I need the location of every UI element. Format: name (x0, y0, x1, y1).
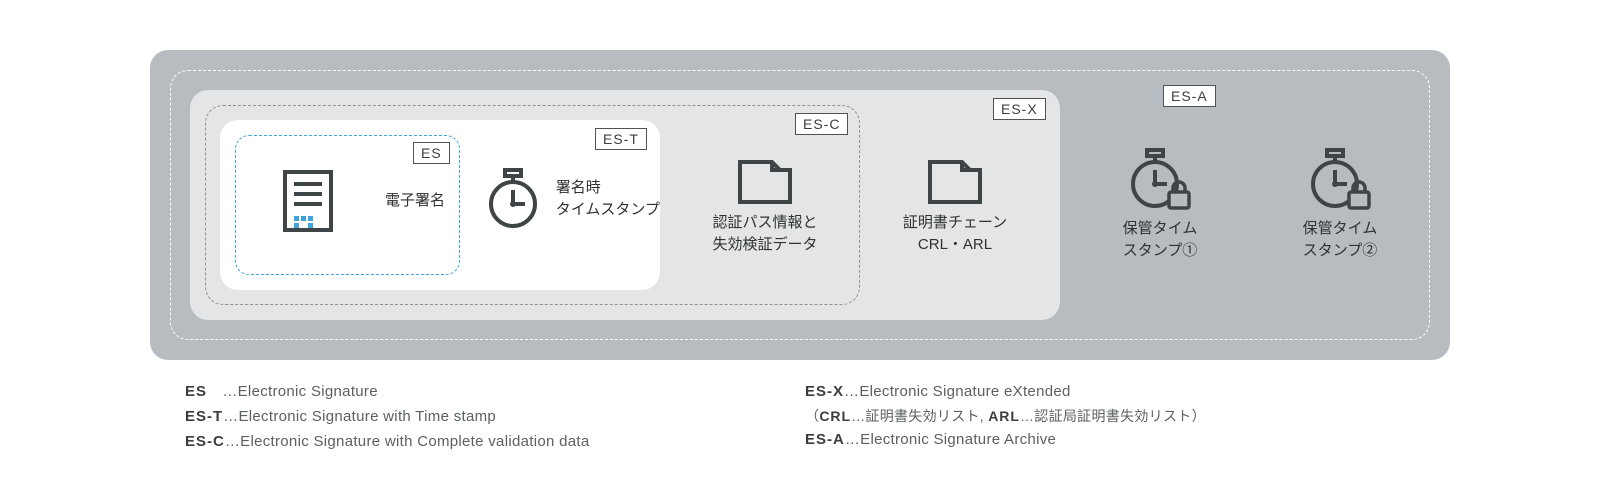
legend-note: （CRL…証明書失効リスト, ARL…認証局証明書失効リスト） (805, 405, 1385, 428)
folder-icon (736, 158, 794, 206)
legend-row: ES-A…Electronic Signature Archive (805, 428, 1385, 453)
item-est: 署名時 タイムスタンプ (480, 168, 660, 230)
legend-row: ES-X…Electronic Signature eXtended (805, 380, 1385, 405)
item-esx: 証明書チェーン CRL・ARL (870, 158, 1040, 256)
item-esc: 認証パス情報と 失効検証データ (680, 158, 850, 256)
item-est-label: 署名時 タイムスタンプ (556, 177, 660, 221)
stopwatch-lock-icon (1307, 148, 1373, 212)
es-layers-diagram: ES ES-T ES-C ES-X ES-A 電子署名 署名時 (150, 50, 1450, 360)
legend-left: ES …Electronic Signature ES-T…Electronic… (185, 380, 765, 454)
legend-row: ES-C…Electronic Signature with Complete … (185, 430, 765, 455)
item-esa-1: 保管タイム スタンプ① (1080, 148, 1240, 262)
document-signature-icon (280, 168, 336, 234)
badge-esc: ES-C (795, 113, 848, 135)
legend-row: ES-T…Electronic Signature with Time stam… (185, 405, 765, 430)
legend: ES …Electronic Signature ES-T…Electronic… (185, 380, 1385, 454)
item-esa1-label: 保管タイム スタンプ① (1080, 218, 1240, 262)
item-esa-2: 保管タイム スタンプ② (1260, 148, 1420, 262)
legend-right: ES-X…Electronic Signature eXtended （CRL…… (805, 380, 1385, 454)
item-es: 電子署名 (245, 168, 445, 234)
stopwatch-icon (485, 168, 541, 230)
folder-icon (926, 158, 984, 206)
badge-esa: ES-A (1163, 85, 1216, 107)
badge-es: ES (413, 142, 450, 164)
item-esx-label: 証明書チェーン CRL・ARL (870, 212, 1040, 256)
badge-esx: ES-X (993, 98, 1046, 120)
stopwatch-lock-icon (1127, 148, 1193, 212)
item-esa2-label: 保管タイム スタンプ② (1260, 218, 1420, 262)
legend-row: ES …Electronic Signature (185, 380, 765, 405)
item-esc-label: 認証パス情報と 失効検証データ (680, 212, 850, 256)
badge-est: ES-T (595, 128, 647, 150)
item-es-label: 電子署名 (385, 190, 445, 212)
